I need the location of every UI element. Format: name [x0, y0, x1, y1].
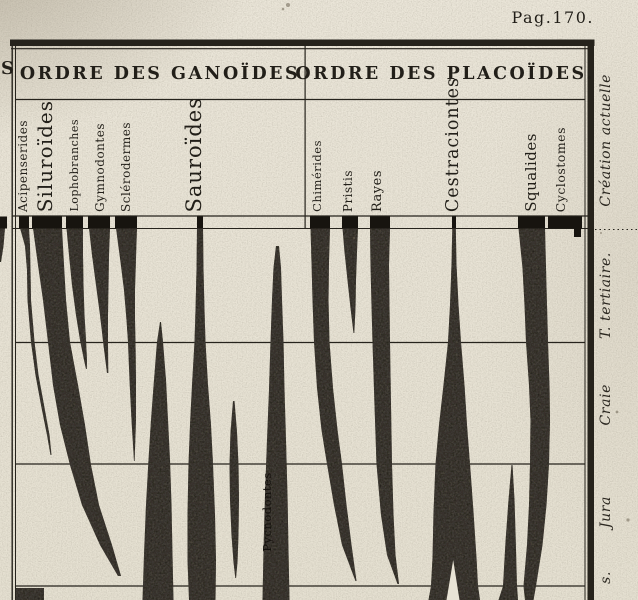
spindle-grain-sauroides: [187, 228, 216, 600]
cyclostomes-cap-tail: [574, 228, 581, 237]
period-label-jura: Jura: [598, 496, 614, 529]
present-day-cap: [88, 216, 110, 229]
table-borders: [10, 39, 595, 600]
paper-speck: [286, 3, 290, 7]
header-ordre-des-ganoides: ORDRE DES GANOÏDES: [19, 64, 301, 84]
spindle-grain-rayes: [370, 228, 399, 584]
spindle-grain-unlabeled-spindle-2: [229, 401, 239, 578]
spindle-grain-unlabeled-band: [16, 588, 44, 600]
right-border-thick: [587, 39, 594, 600]
spindle-grain-unlabeled-spindle-1: [142, 322, 174, 600]
column-label-cestraciontes: Cestraciontes: [443, 76, 464, 212]
spindle-grain-sclerodermes: [116, 228, 137, 461]
present-day-cap: [32, 216, 62, 229]
period-label-craie: Craie: [598, 384, 614, 426]
order-divider: [304, 46, 306, 229]
spindle-grain-lophobranches: [66, 228, 87, 369]
column-label-cyclostomes: Cyclostomes: [553, 126, 569, 212]
paper-speck: [600, 232, 602, 234]
period-label-next-partial: s.: [598, 571, 614, 584]
present-day-cap: [19, 216, 29, 229]
column-label-gymnodontes: Gymnodontes: [92, 123, 107, 212]
spindle-grain-chimerides: [310, 228, 357, 581]
present-day-cap: [518, 216, 545, 229]
spindle-grain-pristis: [342, 228, 358, 333]
column-label-acipenserides: Acipenserides: [15, 119, 30, 212]
column-label-pristis: Pristis: [340, 169, 355, 212]
paper-speck: [615, 410, 619, 414]
present-day-cap: [310, 216, 330, 229]
spindles-grain-layer: [0, 228, 550, 600]
present-day-cap: [0, 216, 7, 229]
spindle-grain-unlabeled-spindle-3: [498, 465, 518, 600]
spindle-grain-siluroides: [33, 228, 121, 576]
column-label-squalides: Squalides: [521, 133, 540, 212]
present-day-cap: [452, 216, 456, 229]
period-label-tertiaire: T. tertiaire.: [598, 252, 614, 339]
previous-order-header-partial: S: [1, 58, 14, 79]
column-label-siluroides: Siluroïdes: [32, 99, 57, 212]
column-label-rayes: Rayes: [369, 169, 385, 212]
in-spindle-label-pycnodontes: Pycnodontes: [260, 472, 274, 552]
spindle-grain-cestraciontes: [428, 228, 480, 600]
paper-speck: [626, 518, 630, 522]
column-label-lophobranches: Lophobranches: [68, 119, 82, 212]
spindle-grain-pycnodontes: [262, 246, 290, 600]
cestraciontes-split-notch: [446, 560, 460, 600]
present-day-cap: [197, 216, 203, 229]
spindle-grain-squalides: [518, 228, 550, 600]
in-spindle-label-layer: Pycnodontes: [260, 472, 274, 552]
present-day-cap: [548, 216, 582, 229]
page-number: Pag.170.: [511, 8, 594, 27]
notch-and-specks: [281, 3, 630, 600]
top-border-thick: [10, 39, 595, 46]
present-day-cap: [370, 216, 390, 229]
paper-speck: [281, 7, 285, 11]
spindle-grain-edge-sliver: [0, 228, 5, 262]
column-label-chimerides: Chimérides: [309, 140, 324, 212]
column-label-sclerodermes: Sclérodermes: [118, 122, 133, 212]
header-ordre-des-placoides: ORDRE DES PLACOÏDES.: [295, 64, 595, 84]
column-label-sauroides: Sauroïdes: [181, 96, 206, 212]
right-border-inner: [584, 46, 586, 600]
present-day-cap: [115, 216, 137, 229]
left-border-outer: [11, 40, 13, 600]
paper-speck: [352, 236, 356, 240]
left-border-inner: [15, 46, 16, 600]
period-label-creation-actuelle: Création actuelle: [598, 74, 614, 207]
spindle-grain-gymnodontes: [89, 228, 110, 373]
spindle-grain-acipenserides: [20, 228, 52, 455]
present-day-cap: [66, 216, 83, 229]
present-day-caps: [0, 216, 582, 237]
present-day-cap: [342, 216, 358, 229]
